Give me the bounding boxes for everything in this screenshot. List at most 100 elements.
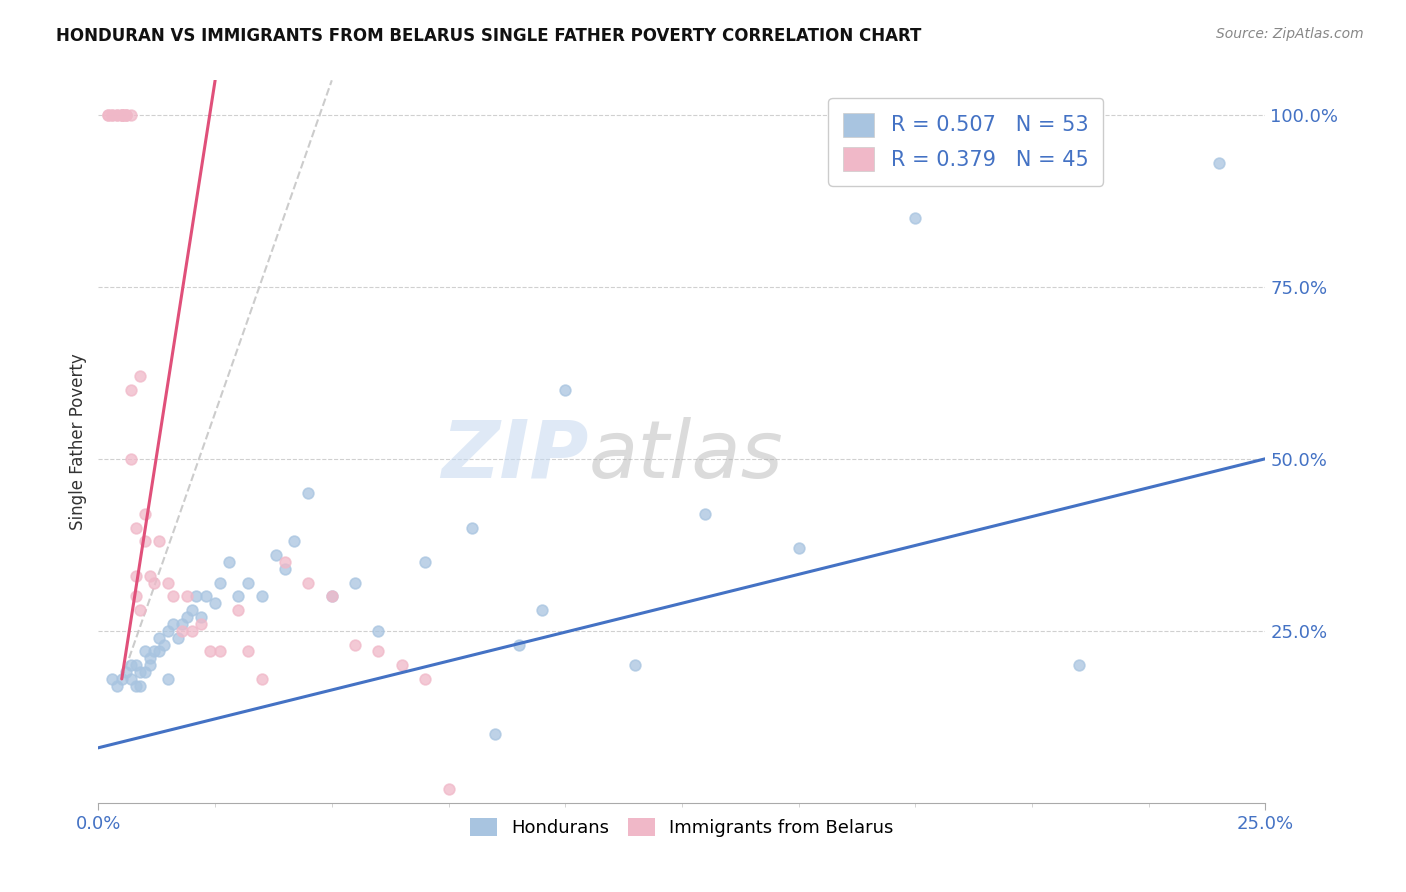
Point	[148, 631, 170, 645]
Point	[120, 108, 142, 122]
Point	[148, 534, 170, 549]
Point	[97, 108, 120, 122]
Point	[125, 679, 148, 693]
Point	[297, 575, 319, 590]
Point	[321, 590, 343, 604]
Legend: Hondurans, Immigrants from Belarus: Hondurans, Immigrants from Belarus	[463, 811, 901, 845]
Text: atlas: atlas	[589, 417, 783, 495]
Point	[176, 610, 198, 624]
Y-axis label: Single Father Poverty: Single Father Poverty	[69, 353, 87, 530]
Point	[105, 108, 128, 122]
Point	[204, 596, 226, 610]
Point	[162, 616, 184, 631]
Point	[120, 451, 142, 466]
Point	[218, 555, 240, 569]
Point	[111, 108, 134, 122]
Point	[236, 575, 259, 590]
Point	[344, 638, 367, 652]
Point	[194, 590, 217, 604]
Point	[115, 665, 138, 679]
Text: Source: ZipAtlas.com: Source: ZipAtlas.com	[1216, 27, 1364, 41]
Point	[554, 383, 576, 397]
Point	[297, 486, 319, 500]
Point	[367, 644, 389, 658]
Point	[180, 624, 202, 638]
Point	[111, 672, 134, 686]
Point	[695, 507, 717, 521]
Point	[228, 590, 250, 604]
Point	[101, 108, 124, 122]
Point	[105, 679, 128, 693]
Point	[180, 603, 202, 617]
Point	[125, 520, 148, 534]
Point	[139, 651, 162, 665]
Point	[228, 603, 250, 617]
Point	[101, 108, 124, 122]
Point	[143, 575, 166, 590]
Point	[152, 638, 174, 652]
Text: HONDURAN VS IMMIGRANTS FROM BELARUS SINGLE FATHER POVERTY CORRELATION CHART: HONDURAN VS IMMIGRANTS FROM BELARUS SING…	[56, 27, 921, 45]
Point	[208, 644, 231, 658]
Point	[129, 679, 152, 693]
Point	[437, 782, 460, 797]
Point	[134, 507, 156, 521]
Point	[176, 590, 198, 604]
Point	[111, 108, 134, 122]
Point	[413, 672, 436, 686]
Point	[283, 534, 305, 549]
Point	[97, 108, 120, 122]
Point	[120, 383, 142, 397]
Point	[190, 616, 212, 631]
Point	[274, 555, 297, 569]
Point	[904, 211, 927, 225]
Text: ZIP: ZIP	[441, 417, 589, 495]
Point	[250, 672, 273, 686]
Point	[367, 624, 389, 638]
Point	[143, 644, 166, 658]
Point	[264, 548, 287, 562]
Point	[157, 672, 180, 686]
Point	[166, 631, 188, 645]
Point	[624, 658, 647, 673]
Point	[250, 590, 273, 604]
Point	[162, 590, 184, 604]
Point	[120, 658, 142, 673]
Point	[125, 590, 148, 604]
Point	[134, 644, 156, 658]
Point	[134, 665, 156, 679]
Point	[148, 644, 170, 658]
Point	[172, 616, 194, 631]
Point	[172, 624, 194, 638]
Point	[101, 672, 124, 686]
Point	[157, 624, 180, 638]
Point	[129, 369, 152, 384]
Point	[139, 568, 162, 582]
Point	[1067, 658, 1090, 673]
Point	[1208, 156, 1230, 170]
Point	[321, 590, 343, 604]
Point	[115, 108, 138, 122]
Point	[344, 575, 367, 590]
Point	[139, 658, 162, 673]
Point	[186, 590, 208, 604]
Point	[111, 108, 134, 122]
Point	[787, 541, 810, 556]
Point	[105, 108, 128, 122]
Point	[129, 665, 152, 679]
Point	[461, 520, 484, 534]
Point	[530, 603, 553, 617]
Point	[190, 610, 212, 624]
Point	[129, 603, 152, 617]
Point	[484, 727, 506, 741]
Point	[208, 575, 231, 590]
Point	[391, 658, 413, 673]
Point	[134, 534, 156, 549]
Point	[413, 555, 436, 569]
Point	[125, 658, 148, 673]
Point	[508, 638, 530, 652]
Point	[200, 644, 222, 658]
Point	[115, 108, 138, 122]
Point	[236, 644, 259, 658]
Point	[120, 672, 142, 686]
Point	[274, 562, 297, 576]
